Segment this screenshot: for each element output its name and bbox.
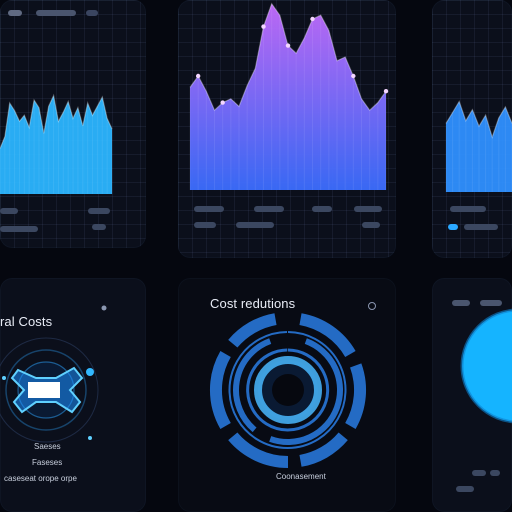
chart-area xyxy=(0,95,112,194)
legend-pill xyxy=(490,470,500,476)
top-left-chart-card xyxy=(0,0,146,248)
area-chart xyxy=(0,93,113,194)
chart-point xyxy=(351,73,356,79)
gauge-segment xyxy=(345,363,366,429)
menu-dot-icon[interactable] xyxy=(368,302,376,310)
gauge-label: Coonasement xyxy=(276,472,326,481)
axis-label-pill xyxy=(0,208,18,214)
gauge-center xyxy=(272,374,304,406)
chart-point xyxy=(383,89,389,94)
donut-chart xyxy=(460,308,512,424)
axis-label-pill xyxy=(464,224,498,230)
chart-point xyxy=(195,73,201,79)
axis-label-pill xyxy=(254,206,284,212)
axis-label-pill xyxy=(92,224,106,230)
axis-label-pill xyxy=(362,222,380,228)
gauge-segment xyxy=(299,313,356,358)
gauge-segment xyxy=(233,338,272,433)
legend-pill xyxy=(456,486,474,492)
chart-point xyxy=(285,43,291,48)
area-chart xyxy=(445,100,512,192)
bottom-center-cost-reductions-card: Cost redutions Coonasement xyxy=(178,278,396,512)
gauge-segment xyxy=(228,331,347,449)
legend-label: caseseat orope orpe xyxy=(4,474,77,483)
axis-label-pill xyxy=(312,206,332,212)
gauge-segment xyxy=(299,432,348,467)
header-pill xyxy=(86,10,98,16)
header-pill xyxy=(452,300,470,306)
radial-gauge xyxy=(210,313,366,469)
bottom-right-donut-card xyxy=(432,278,512,512)
axis-label-pill xyxy=(194,222,216,228)
chart-area xyxy=(190,3,386,190)
gauge-segment xyxy=(228,313,277,348)
legend-label: Saeses xyxy=(34,442,61,451)
chart-line xyxy=(0,93,113,149)
legend-label: Faseses xyxy=(32,458,63,467)
header-pill xyxy=(480,300,502,306)
cost-hub-icon xyxy=(0,305,107,443)
axis-label-pill xyxy=(354,206,382,212)
area-chart xyxy=(189,2,389,190)
top-center-chart-card xyxy=(178,0,396,258)
card-title: Cost redutions xyxy=(210,296,296,311)
gauge-segment xyxy=(269,338,344,446)
chart-point xyxy=(310,16,315,22)
legend-pill xyxy=(472,470,486,476)
header-pill xyxy=(36,10,76,16)
chart-point xyxy=(261,24,266,29)
axis-label-pill xyxy=(236,222,274,228)
card-title: ral Costs xyxy=(0,314,53,329)
chart-line xyxy=(445,100,512,140)
chart-area xyxy=(446,101,512,192)
gauge-segment xyxy=(210,351,231,429)
bottom-left-costs-card: ral Costs Saeses Faseses caseseat orope … xyxy=(0,278,146,512)
axis-label-pill xyxy=(0,226,38,232)
gauge-segment xyxy=(228,432,289,469)
gauge-segment xyxy=(246,348,330,432)
axis-label-pill xyxy=(194,206,224,212)
chart-point xyxy=(220,100,225,105)
top-right-chart-card xyxy=(432,0,512,258)
axis-label-pill xyxy=(88,208,110,214)
axis-label-pill xyxy=(448,224,458,230)
header-pill xyxy=(8,10,22,16)
axis-label-pill xyxy=(450,206,486,212)
